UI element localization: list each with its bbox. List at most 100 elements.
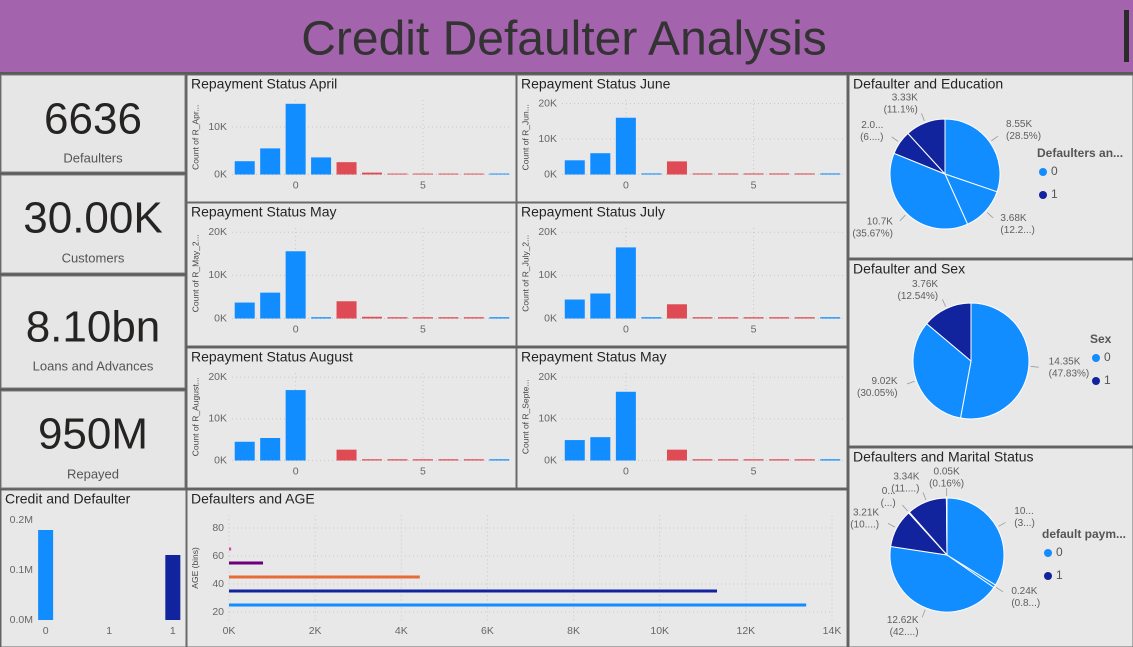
panel-background — [186, 489, 848, 647]
scroll-handle — [1124, 10, 1129, 62]
leader-line — [996, 587, 1004, 593]
legend-label: 1 — [1104, 373, 1111, 387]
leader-line — [891, 136, 899, 142]
y-tick-label: 80 — [212, 522, 224, 534]
chart-panel: Repayment Status July 0 5 0K 10K 20K Count of … — [516, 202, 848, 347]
card-label: Customers — [62, 250, 125, 265]
bar — [362, 172, 382, 175]
y-tick-label: 10K — [538, 413, 557, 425]
bar — [463, 459, 484, 461]
bar — [590, 153, 611, 175]
card-label: Loans and Advances — [33, 358, 154, 373]
x-tick-label: 5 — [420, 323, 426, 335]
card — [0, 390, 186, 489]
data-label: (42....) — [890, 627, 919, 638]
bar — [387, 173, 408, 175]
x-tick-label: 5 — [420, 465, 426, 477]
bar — [641, 317, 662, 319]
bar — [463, 173, 484, 175]
bar — [285, 390, 306, 461]
bar — [692, 173, 713, 175]
y-tick-label: 0.0M — [10, 614, 33, 626]
y-tick-label: 60 — [212, 550, 224, 562]
data-label: 0.05K — [934, 467, 960, 478]
bar — [718, 317, 739, 319]
leader-line — [899, 214, 906, 222]
data-label: (12.54%) — [898, 291, 939, 302]
x-tick-label: 14K — [823, 625, 842, 637]
card-label: Defaulters — [63, 150, 123, 165]
bar — [794, 173, 815, 175]
x-tick-label: 0 — [623, 179, 629, 191]
x-tick-label: 5 — [420, 179, 426, 191]
card-panels — [0, 74, 186, 489]
x-tick-label: 1 — [106, 625, 112, 637]
y-axis-label: Count of R_August... — [190, 377, 200, 456]
pie-slice — [959, 302, 1030, 420]
bar — [564, 299, 585, 319]
bar — [743, 459, 764, 461]
bar — [692, 459, 713, 461]
y-tick-label: 40 — [212, 578, 224, 590]
data-label: (11....) — [891, 484, 919, 495]
data-label: 2.0... — [861, 120, 883, 131]
data-label: (30.05%) — [857, 388, 898, 399]
bar — [260, 438, 281, 461]
bar — [666, 304, 687, 319]
bar — [590, 293, 611, 319]
data-label: (28.5%) — [1006, 131, 1041, 142]
x-tick-label: 0 — [293, 323, 299, 335]
bar — [769, 173, 790, 175]
data-label: 3.76K — [912, 279, 938, 290]
legend-label: 1 — [1056, 568, 1063, 582]
x-tick-label: 1 — [170, 625, 176, 637]
leader-line — [1030, 366, 1039, 368]
data-label: 10... — [1014, 506, 1033, 517]
x-tick-label: 5 — [751, 323, 757, 335]
bar — [38, 530, 54, 620]
bar — [412, 459, 433, 461]
bar — [820, 459, 841, 461]
data-label: 8.55K — [1006, 119, 1032, 130]
data-label: 9.02K — [871, 376, 897, 387]
data-label: 3.68K — [1000, 213, 1026, 224]
chart-panel: Credit and Defaulter 0 1 1 0.0M 0.1M 0.2M — [0, 489, 187, 647]
chart-panel: Defaulter and Education 8.55K(28.5%) 3.68K… — [848, 74, 1133, 259]
bar — [412, 173, 433, 175]
bar — [412, 317, 433, 319]
bar — [590, 437, 611, 461]
y-tick-label: 0K — [544, 454, 557, 466]
bar — [615, 247, 636, 319]
x-tick-label: 0 — [623, 465, 629, 477]
y-tick-label: 10K — [538, 269, 557, 281]
data-label: (0.8...) — [1011, 598, 1040, 609]
y-tick-label: 0K — [544, 168, 557, 180]
leader-line — [887, 523, 896, 528]
x-tick-label: 0 — [293, 465, 299, 477]
y-tick-label: 0K — [214, 312, 227, 324]
data-label: (3...) — [1014, 518, 1035, 529]
y-tick-label: 10K — [208, 413, 227, 425]
data-label: (35.67%) — [852, 229, 893, 240]
bar — [463, 317, 484, 319]
leader-line — [906, 380, 915, 385]
x-tick-label: 12K — [737, 625, 756, 637]
panel-background — [516, 202, 848, 347]
card — [0, 74, 186, 173]
data-label: 3.33K — [892, 93, 918, 104]
data-label: 0... — [882, 486, 896, 497]
data-label: 10.7K — [867, 217, 893, 228]
legend-swatch — [1092, 354, 1100, 362]
chart-title: Repayment Status April — [191, 76, 337, 92]
bar — [769, 459, 790, 461]
bar — [285, 251, 306, 319]
bar — [234, 302, 255, 319]
x-tick-label: 8K — [567, 625, 580, 637]
legend-title: default paym... — [1042, 527, 1126, 541]
bar — [387, 317, 408, 319]
panel-background — [516, 74, 848, 203]
y-tick-label: 10K — [208, 121, 227, 133]
legend-title: Defaulters an... — [1037, 146, 1123, 160]
bar — [229, 547, 232, 551]
y-axis-label: AGE (bins) — [190, 547, 200, 589]
